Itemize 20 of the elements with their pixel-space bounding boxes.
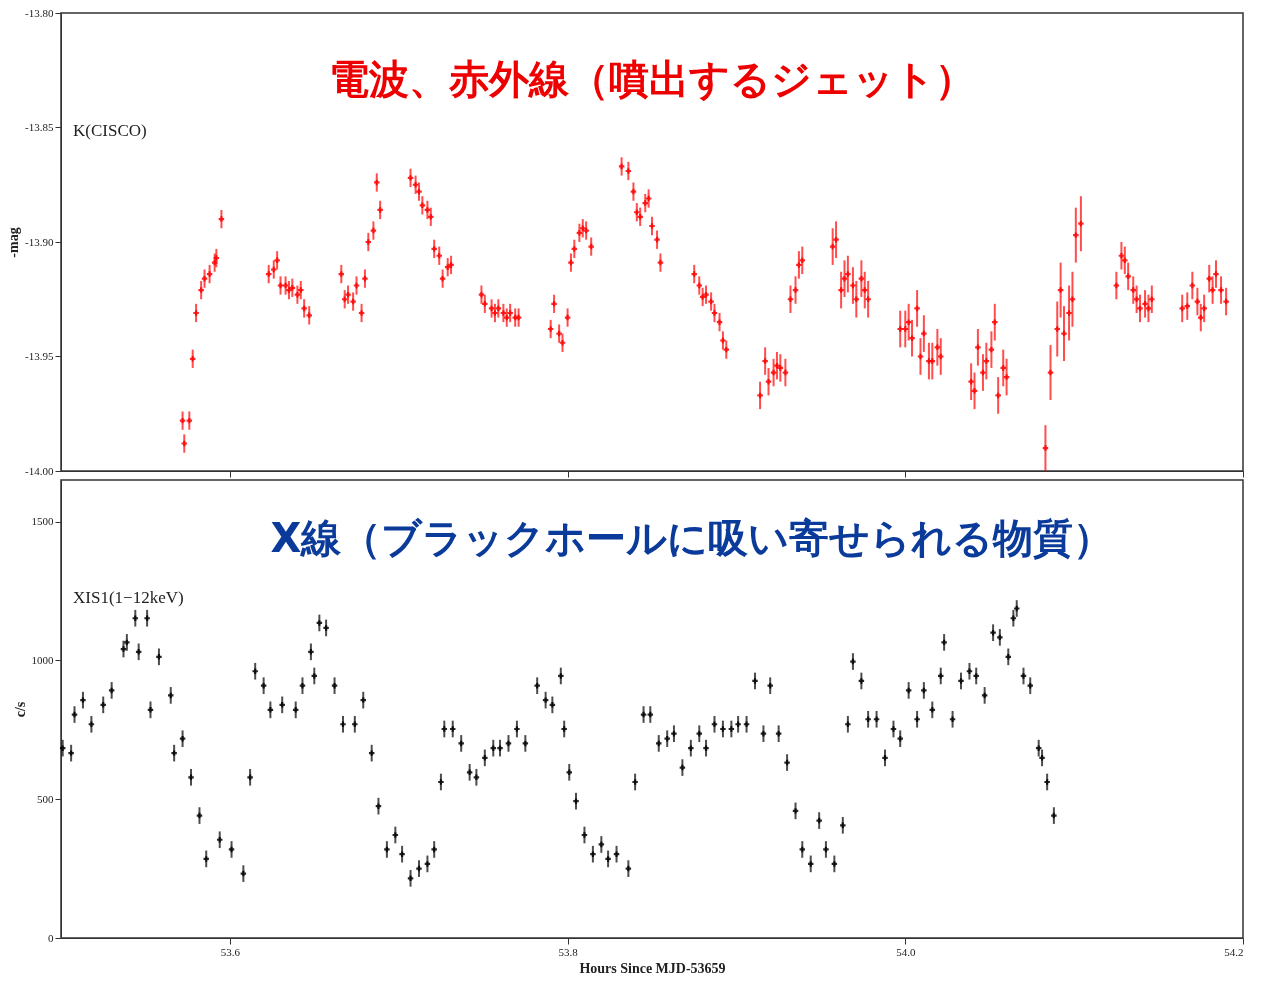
y-axis-title: -mag xyxy=(6,227,22,258)
text: 電波、赤外線（噴出するジェット） xyxy=(329,56,975,102)
y-tick-label: -14.00 xyxy=(25,464,54,477)
y-tick-label: -13.90 xyxy=(25,235,54,248)
x-tick-label: 53.6 xyxy=(220,945,241,958)
x-tick-label: 54.2 xyxy=(1224,945,1244,958)
y-tick-label: 500 xyxy=(37,792,54,805)
y-tick-label: -13.80 xyxy=(25,6,54,19)
series-label: XIS1(1−12keV) xyxy=(73,588,184,607)
text: X線（ブラックホールに吸い寄せられる物質） xyxy=(270,515,1114,561)
y-tick-label: -13.95 xyxy=(25,350,54,362)
y-axis-title: c/s xyxy=(12,701,28,718)
text: K(CISCO) xyxy=(73,121,147,140)
x-tick-label: 54.0 xyxy=(896,945,916,958)
y-tick-label: 0 xyxy=(48,931,54,944)
y-tick-label: 1000 xyxy=(31,653,54,666)
x-tick-label: 53.8 xyxy=(558,945,579,958)
y-tick-label: -13.85 xyxy=(25,121,54,133)
x-axis-title: Hours Since MJD-53659 xyxy=(579,960,726,976)
y-tick-label: 1500 xyxy=(31,515,54,528)
